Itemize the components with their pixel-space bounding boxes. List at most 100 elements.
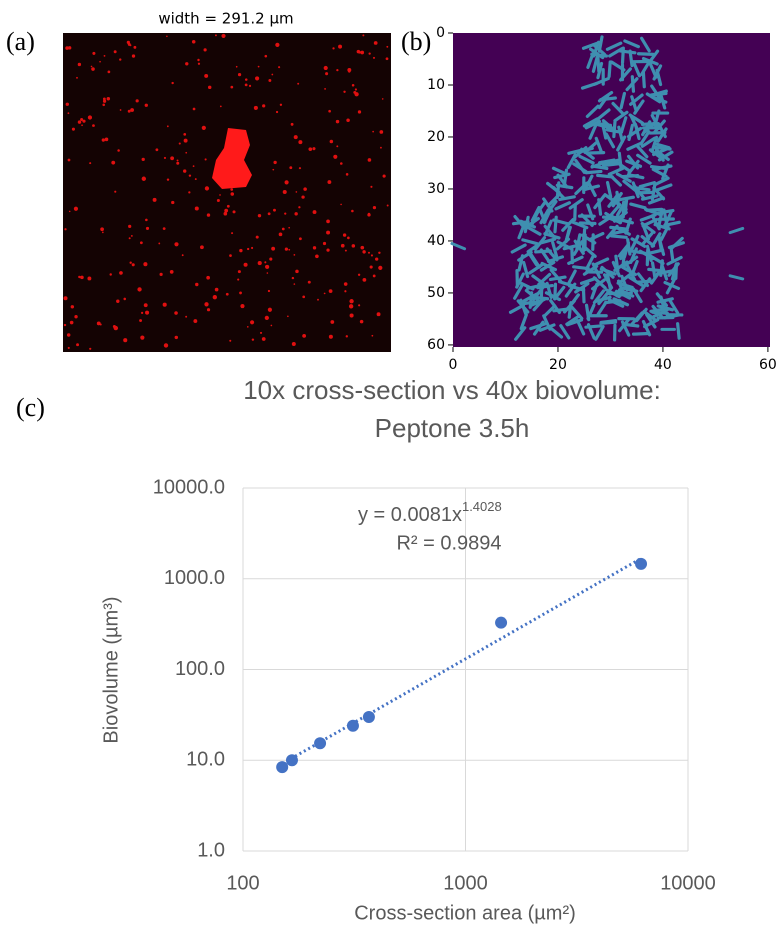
fluorescent-dot: [137, 287, 142, 292]
fluorescent-dot: [67, 346, 70, 349]
cell-rod: [655, 269, 674, 276]
fluorescent-dot: [237, 278, 240, 281]
fluorescent-dot: [359, 319, 364, 324]
fluorescent-dot: [163, 343, 169, 348]
fluorescent-dot: [354, 88, 358, 91]
cell-rod: [638, 181, 657, 189]
fluorescent-dot: [278, 232, 283, 237]
cell-rod: [676, 322, 681, 340]
cell-rod: [599, 96, 617, 102]
cell-rod: [597, 290, 610, 306]
fluorescent-dot: [328, 289, 333, 293]
fluorescent-dot: [195, 282, 199, 287]
cell-rod: [599, 318, 618, 325]
fluorescent-dot: [192, 165, 195, 168]
fluorescent-dot: [302, 333, 307, 338]
fluorescent-dot: [367, 158, 372, 162]
fluorescent-dot: [174, 242, 179, 247]
cell-rod: [628, 275, 644, 287]
fluorescent-dot: [291, 342, 296, 346]
trendline-equation: y = 0.0081x1.4028: [358, 499, 502, 526]
cell-rod: [579, 276, 598, 285]
cell-rod: [567, 255, 584, 265]
fluorescent-dot: [232, 210, 236, 214]
fluorescent-dot: [235, 65, 238, 68]
cell-rod: [586, 203, 595, 221]
fluorescent-dot: [71, 127, 75, 131]
cell-rod: [606, 224, 619, 240]
fluorescent-dot: [126, 40, 130, 44]
cell-rod: [596, 108, 611, 121]
cell-rod: [626, 126, 643, 139]
y-tick-label: 100.0: [175, 658, 225, 680]
fluorescent-dot: [368, 52, 371, 55]
cell-rod: [536, 283, 554, 290]
cell-rod: [526, 283, 544, 290]
cell-rod: [567, 284, 586, 292]
cell-rod: [640, 235, 656, 248]
cell-rod: [617, 242, 630, 258]
y-tick-label: 10.0: [186, 749, 225, 771]
cell-rod: [544, 291, 562, 302]
fluorescent-dot: [267, 212, 271, 216]
fluorescent-dot: [367, 251, 371, 254]
fluorescent-dot: [351, 209, 354, 213]
fluorescent-dot: [226, 204, 230, 208]
cell-rod: [591, 55, 599, 73]
fluorescent-dot: [345, 335, 348, 338]
cell-rod: [647, 196, 665, 205]
fluorescent-dot: [295, 269, 299, 274]
cell-rod: [590, 278, 606, 291]
fluorescent-dot: [261, 337, 266, 341]
fluorescent-dot: [162, 302, 167, 307]
fluorescent-dot: [330, 320, 335, 324]
fluorescent-dot: [338, 44, 343, 49]
cell-rod: [583, 174, 594, 191]
cell-rod: [605, 215, 623, 225]
fluorescent-dot: [279, 103, 283, 106]
fluorescent-dot: [332, 47, 335, 50]
cell-rod: [623, 255, 639, 268]
fluorescent-dot: [219, 194, 221, 196]
fluorescent-dot: [204, 186, 210, 191]
fluorescent-dot: [106, 96, 111, 101]
cell-rod: [603, 193, 619, 205]
x-tick-label: 40: [654, 357, 672, 373]
fluorescent-dot: [349, 299, 354, 304]
cell-rod: [578, 221, 597, 226]
cell-rod: [648, 254, 665, 266]
fluorescent-dot: [284, 180, 289, 185]
fluorescent-dot: [357, 110, 362, 114]
fluorescent-dot: [298, 167, 302, 170]
fluorescent-dot: [183, 169, 187, 173]
fluorescent-dot: [76, 343, 80, 347]
fluorescent-dot: [174, 311, 178, 315]
cell-rod: [542, 207, 553, 225]
fluorescent-dot: [64, 228, 67, 231]
fluorescent-dot: [214, 287, 219, 292]
fluorescent-dot: [77, 62, 82, 67]
fluorescent-dot: [288, 248, 291, 251]
cell-rod: [554, 201, 572, 211]
cell-rod: [556, 240, 573, 251]
fluorescent-dot: [360, 50, 365, 55]
fluorescent-dot: [104, 137, 109, 142]
fluorescent-dot: [378, 265, 383, 271]
fluorescent-dot: [219, 105, 222, 108]
fluorescent-dot: [312, 147, 316, 151]
data-point: [495, 616, 508, 629]
cell-rod: [604, 288, 621, 299]
cell-rod: [668, 298, 680, 315]
fluorescent-dot: [270, 324, 273, 327]
cell-rod: [594, 136, 604, 154]
cell-rod: [600, 265, 615, 279]
fluorescent-dot: [370, 185, 373, 188]
cell-rod: [650, 135, 659, 153]
cell-rod: [609, 60, 626, 72]
fluorescent-dot: [225, 292, 229, 296]
fluorescent-dot: [386, 204, 389, 207]
fluorescent-dot: [197, 62, 201, 65]
fluorescent-dot: [253, 105, 258, 110]
cell-rod: [528, 263, 544, 275]
cell-rod: [650, 214, 661, 231]
